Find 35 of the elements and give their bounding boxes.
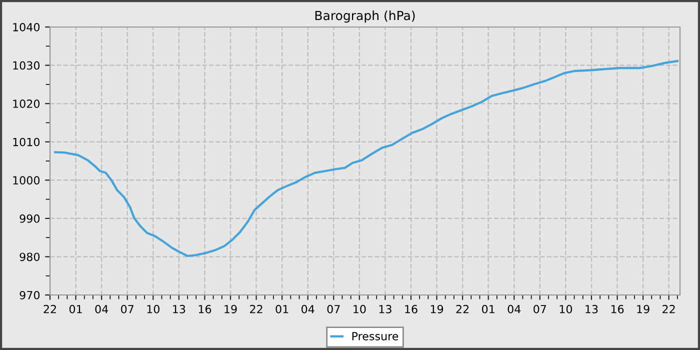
x-tick-label: 16 [198,304,212,314]
y-tick-label: 1020 [13,100,40,108]
x-tick-label: 07 [121,304,134,314]
x-tick-label: 22 [44,304,56,314]
x-tick-label: 16 [405,304,418,314]
x-tick-label: 13 [586,304,598,314]
y-tick-label: 1030 [13,61,40,70]
x-tick-label: 16 [611,304,624,314]
y-tick-label: 970 [20,290,40,300]
x-tick-label: 01 [276,304,288,314]
x-tick-label: 01 [69,304,82,314]
x-tick-label: 22 [250,304,262,314]
y-tick-label: 1010 [13,138,40,146]
x-tick-label: 04 [302,304,314,314]
x-tick-label: 04 [508,304,521,314]
x-tick-label: 10 [560,304,572,314]
y-tick-label: 1000 [13,176,40,185]
x-tick-label: 07 [534,304,546,314]
x-tick-label: 04 [95,304,108,314]
y-tick-label: 990 [20,214,40,223]
x-tick-label: 10 [147,304,160,314]
y-tick-label: 1040 [13,22,40,32]
x-tick-label: 13 [173,304,186,314]
x-tick-label: 22 [662,304,675,314]
x-tick-label: 07 [327,304,340,314]
y-tick-label: 980 [20,252,40,262]
x-tick-label: 13 [379,304,392,314]
x-tick-label: 10 [354,304,366,314]
x-tick-label: 19 [637,304,650,314]
x-tick-label: 19 [430,304,444,314]
x-tick-label: 22 [456,304,469,314]
x-tick-label: 01 [482,304,494,314]
chart-title: Barograph (hPa) [315,10,415,23]
legend-label: Pressure [352,332,398,340]
x-tick-label: 19 [224,304,237,314]
